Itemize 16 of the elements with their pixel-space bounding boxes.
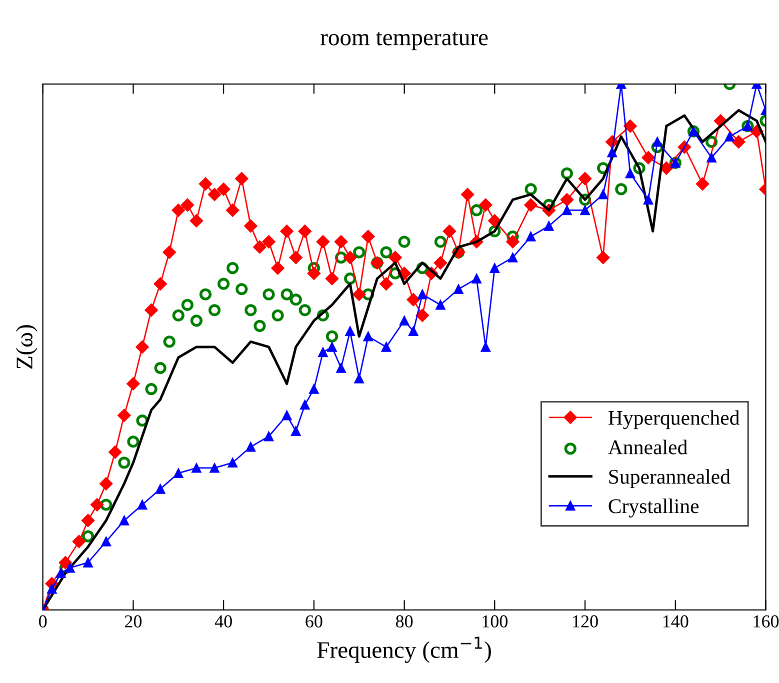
legend-label: Crystalline bbox=[608, 498, 699, 518]
x-tick-label: 0 bbox=[39, 615, 47, 628]
x-tick-label: 160 bbox=[754, 615, 779, 628]
x-tick-label: 40 bbox=[214, 615, 232, 628]
x-tick-label: 20 bbox=[124, 615, 142, 628]
chart-title: room temperature bbox=[320, 32, 488, 50]
x-tick-label: 120 bbox=[573, 615, 598, 628]
legend-label: Superannealed bbox=[609, 469, 730, 488]
x-axis-title: Frequency (cm$^{−1}$) bbox=[317, 636, 491, 663]
x-tick-label: 140 bbox=[663, 615, 688, 628]
y-axis-title: Z(ω) bbox=[16, 325, 38, 369]
x-tick-label: 60 bbox=[306, 615, 322, 628]
legend-label: Annealed bbox=[608, 440, 688, 454]
legend-label: Hyperquenched bbox=[608, 410, 740, 430]
x-tick-label: 80 bbox=[396, 615, 413, 628]
x-tick-label: 100 bbox=[482, 615, 508, 628]
